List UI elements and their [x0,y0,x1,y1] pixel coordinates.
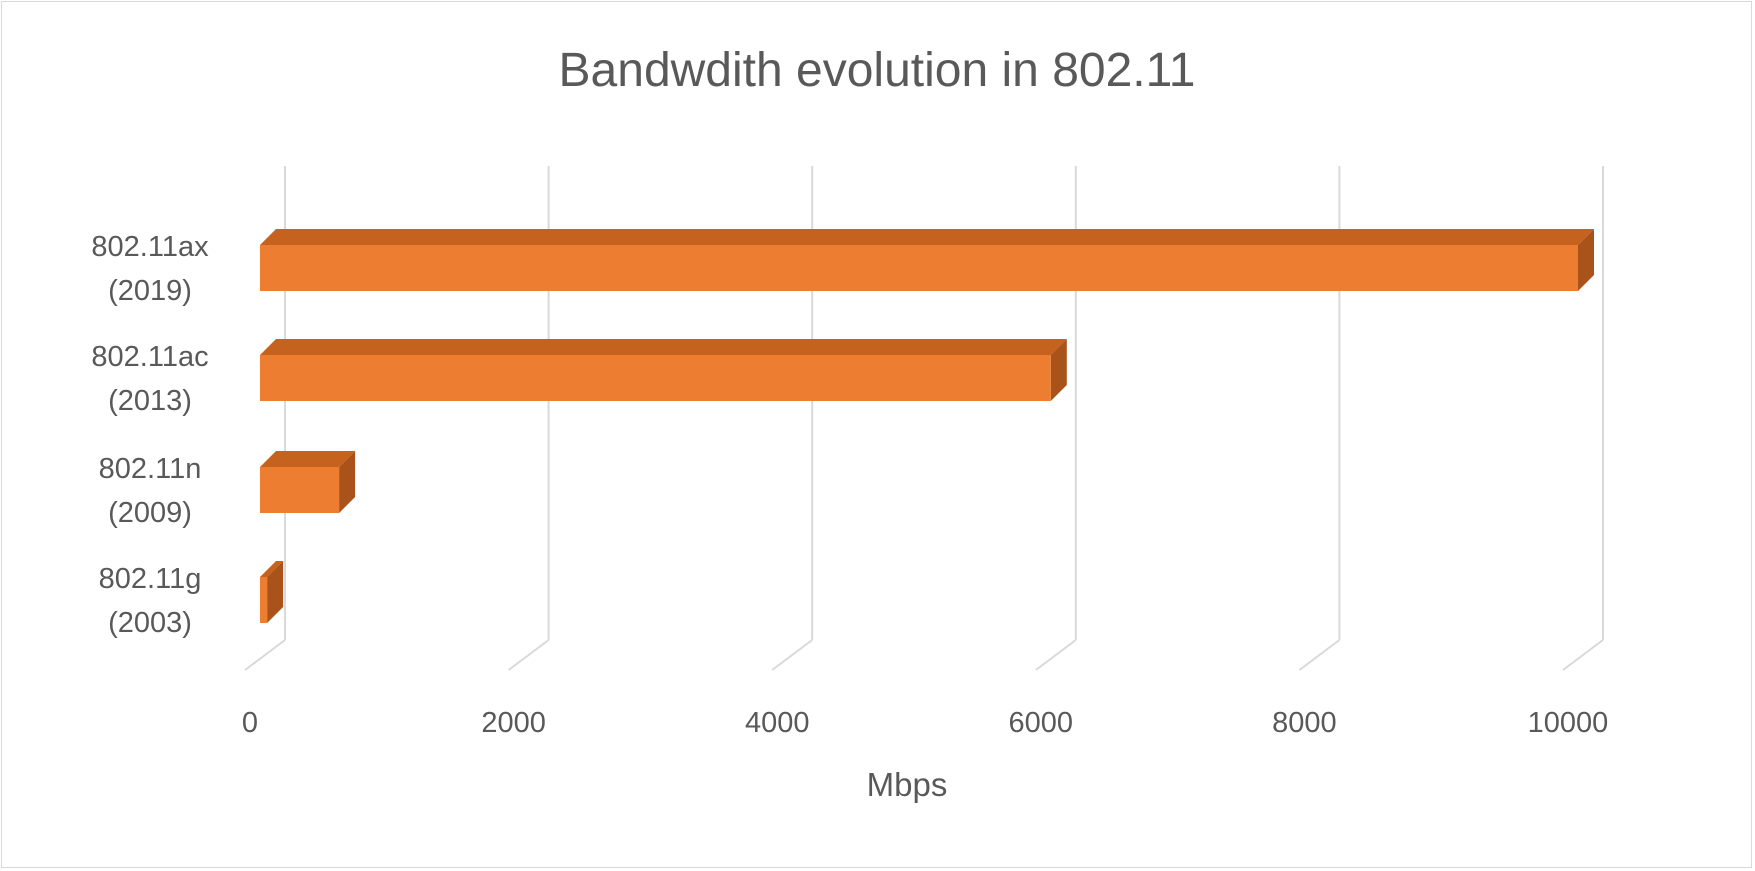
category-label-line: (2013) [108,385,192,417]
bar-side-face [1050,339,1067,401]
floor-gridline [1035,639,1077,671]
bar-side-face [1578,229,1594,291]
category-label-line: 802.11ax [91,231,209,263]
x-tick-label: 2000 [481,707,546,739]
chart-title: Bandwdith evolution in 802.11 [559,44,1196,97]
floor-gridline [1562,639,1604,671]
bar-front-face [260,245,1578,291]
category-label-line: (2003) [108,607,192,639]
bar-side-face [267,561,284,623]
bar-top-face [260,229,1594,245]
x-tick-label: 10000 [1528,707,1609,739]
bar [260,339,1067,401]
bar-front-face [260,467,340,513]
bar [260,561,284,623]
bar-front-face [260,355,1051,401]
category-label-line: 802.11ac [91,341,208,373]
bar [260,229,1594,291]
floor-gridline [771,639,813,671]
floor-gridline [508,639,550,671]
y-axis-categories: 802.11g (2003) 802.11n (2009) 802.11ac (2013)… [91,231,209,639]
x-axis-title: Mbps [867,766,948,803]
floor-gridline [244,639,286,671]
category-label: 802.11ac (2013) [91,341,208,417]
x-tick-label: 4000 [745,707,810,739]
category-label: 802.11g (2003) [99,563,202,639]
category-label-line: 802.11g [99,563,202,595]
bar-top-face [260,451,356,467]
x-tick-label: 6000 [1009,707,1074,739]
bar-front-face [260,577,268,623]
x-axis-ticks: 0 2000 4000 6000 8000 10000 [242,707,1608,739]
floor-gridline [1298,639,1341,671]
x-tick-label: 0 [242,707,258,739]
bars [260,229,1594,623]
bar-top-face [260,339,1067,355]
category-label-line: (2009) [108,497,192,529]
category-label-line: (2019) [108,275,192,307]
category-label-line: 802.11n [99,453,202,485]
bar-top-face [260,561,284,577]
category-label: 802.11n (2009) [99,453,202,529]
bar [260,451,356,513]
bar-side-face [339,451,356,513]
x-tick-label: 8000 [1272,707,1337,739]
category-label: 802.11ax (2019) [91,231,209,307]
